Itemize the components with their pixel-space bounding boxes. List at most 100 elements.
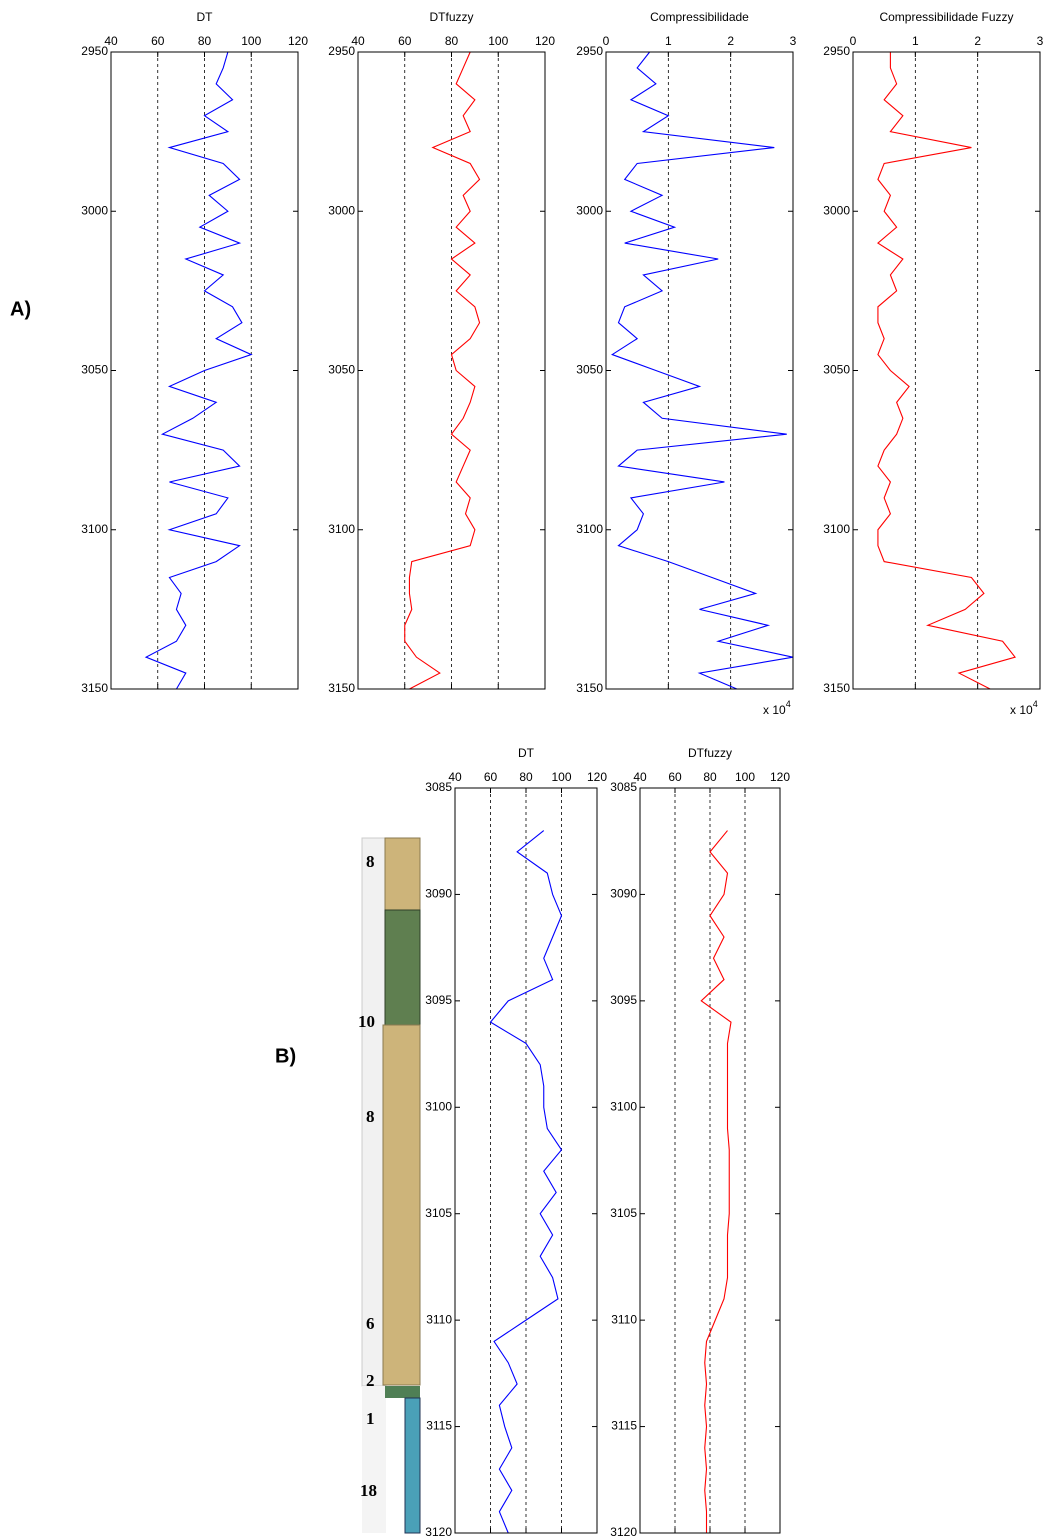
panel-label: A) — [10, 298, 31, 320]
axis-scale-exponent: 4 — [786, 699, 791, 709]
x-tick-label: 120 — [770, 770, 790, 784]
plot-frame — [605, 51, 794, 690]
log-line — [877, 52, 1017, 690]
y-tick-label: 3120 — [425, 1525, 452, 1537]
x-tick-label: 80 — [198, 34, 212, 48]
plot-area — [853, 52, 1040, 689]
y-tick-label: 3050 — [81, 363, 108, 377]
chart-title: Compressibilidade — [650, 10, 749, 24]
chart-title: Compressibilidade Fuzzy — [879, 10, 1013, 24]
y-tick-label: 3000 — [81, 203, 108, 217]
y-tick-label: 3100 — [823, 522, 850, 536]
y-tick-label: 3000 — [823, 203, 850, 217]
y-tick-label: 2950 — [328, 44, 355, 58]
y-tick-label: 3050 — [576, 363, 603, 377]
y-tick-label: 3085 — [610, 780, 637, 794]
x-tick-label: 60 — [668, 770, 682, 784]
y-tick-label: 2950 — [576, 44, 603, 58]
x-tick-label: 120 — [535, 34, 555, 48]
y-tick-label: 3085 — [425, 780, 452, 794]
panel-label: B) — [275, 1045, 296, 1067]
y-tick-label: 3050 — [823, 363, 850, 377]
litho-shale — [384, 909, 421, 1026]
y-tick-label: 3150 — [823, 681, 850, 695]
chart-title: DTfuzzy — [429, 10, 473, 24]
log-line — [144, 51, 253, 690]
litho-bg — [362, 1386, 386, 1533]
x-tick-label: 60 — [484, 770, 498, 784]
litho-sand — [384, 837, 421, 911]
lithology-column: 8 10 8 6 2 1 18 — [358, 837, 421, 1534]
x-tick-label: 120 — [288, 34, 308, 48]
chart-title: DTfuzzy — [688, 746, 732, 760]
axis-scale-note: x 104 — [763, 699, 791, 717]
y-tick-label: 3090 — [425, 887, 452, 901]
plot-area — [606, 52, 793, 689]
log-line — [404, 51, 481, 690]
y-tick-label: 3095 — [425, 993, 452, 1007]
y-tick-label: 3100 — [81, 522, 108, 536]
chart-title: DT — [197, 10, 214, 24]
litho-label: 1 — [366, 1409, 375, 1428]
y-tick-label: 3150 — [576, 681, 603, 695]
litho-label: 10 — [358, 1012, 375, 1031]
x-tick-label: 2 — [727, 34, 734, 48]
y-tick-label: 3095 — [610, 993, 637, 1007]
y-tick-label: 3110 — [426, 1312, 452, 1326]
litho-label: 8 — [366, 1107, 375, 1126]
plot-frame — [110, 51, 299, 690]
litho-sand — [382, 1024, 421, 1386]
axis-scale-exponent: 4 — [1033, 699, 1038, 709]
y-tick-label: 3150 — [81, 681, 108, 695]
x-tick-label: 80 — [519, 770, 533, 784]
x-tick-label: 80 — [703, 770, 717, 784]
x-tick-label: 3 — [1037, 34, 1044, 48]
axis-scale-base: x 10 — [1010, 703, 1033, 717]
x-tick-label: 120 — [587, 770, 607, 784]
x-tick-label: 100 — [488, 34, 508, 48]
x-tick-label: 3 — [790, 34, 797, 48]
x-tick-label: 1 — [665, 34, 672, 48]
x-tick-label: 60 — [151, 34, 165, 48]
y-tick-label: 3115 — [611, 1419, 637, 1433]
x-tick-label: 80 — [445, 34, 459, 48]
x-tick-label: 40 — [104, 34, 118, 48]
plot-frame — [852, 51, 1041, 690]
x-tick-label: 2 — [974, 34, 981, 48]
litho-bg — [361, 837, 387, 1387]
x-tick-label: 100 — [551, 770, 571, 784]
litho-label: 8 — [366, 852, 375, 871]
x-tick-label: 100 — [241, 34, 261, 48]
y-tick-label: 3150 — [328, 681, 355, 695]
y-tick-label: 3110 — [611, 1312, 637, 1326]
y-tick-label: 3100 — [576, 522, 603, 536]
y-tick-label: 2950 — [823, 44, 850, 58]
x-tick-label: 40 — [633, 770, 647, 784]
litho-carbonate — [404, 1397, 421, 1534]
litho-shale — [385, 1386, 420, 1398]
x-tick-label: 0 — [603, 34, 610, 48]
x-tick-label: 1 — [912, 34, 919, 48]
x-tick-label: 40 — [351, 34, 365, 48]
y-tick-label: 3100 — [610, 1099, 637, 1113]
x-tick-label: 100 — [735, 770, 755, 784]
x-tick-label: 0 — [850, 34, 857, 48]
y-tick-label: 3050 — [328, 363, 355, 377]
y-tick-label: 2950 — [81, 44, 108, 58]
axis-scale-base: x 10 — [763, 703, 786, 717]
y-tick-label: 3105 — [610, 1206, 637, 1220]
plot-frame — [639, 787, 781, 1534]
x-tick-label: 60 — [398, 34, 412, 48]
litho-label: 18 — [360, 1481, 377, 1500]
y-tick-label: 3090 — [610, 887, 637, 901]
chart-title: DT — [518, 746, 535, 760]
y-tick-label: 3115 — [426, 1419, 452, 1433]
plot-frame — [357, 51, 546, 690]
plot-frame — [454, 787, 598, 1534]
litho-label: 2 — [366, 1371, 375, 1390]
y-tick-label: 3000 — [328, 203, 355, 217]
x-tick-label: 40 — [448, 770, 462, 784]
litho-label: 6 — [366, 1314, 375, 1333]
y-tick-label: 3105 — [425, 1206, 452, 1220]
